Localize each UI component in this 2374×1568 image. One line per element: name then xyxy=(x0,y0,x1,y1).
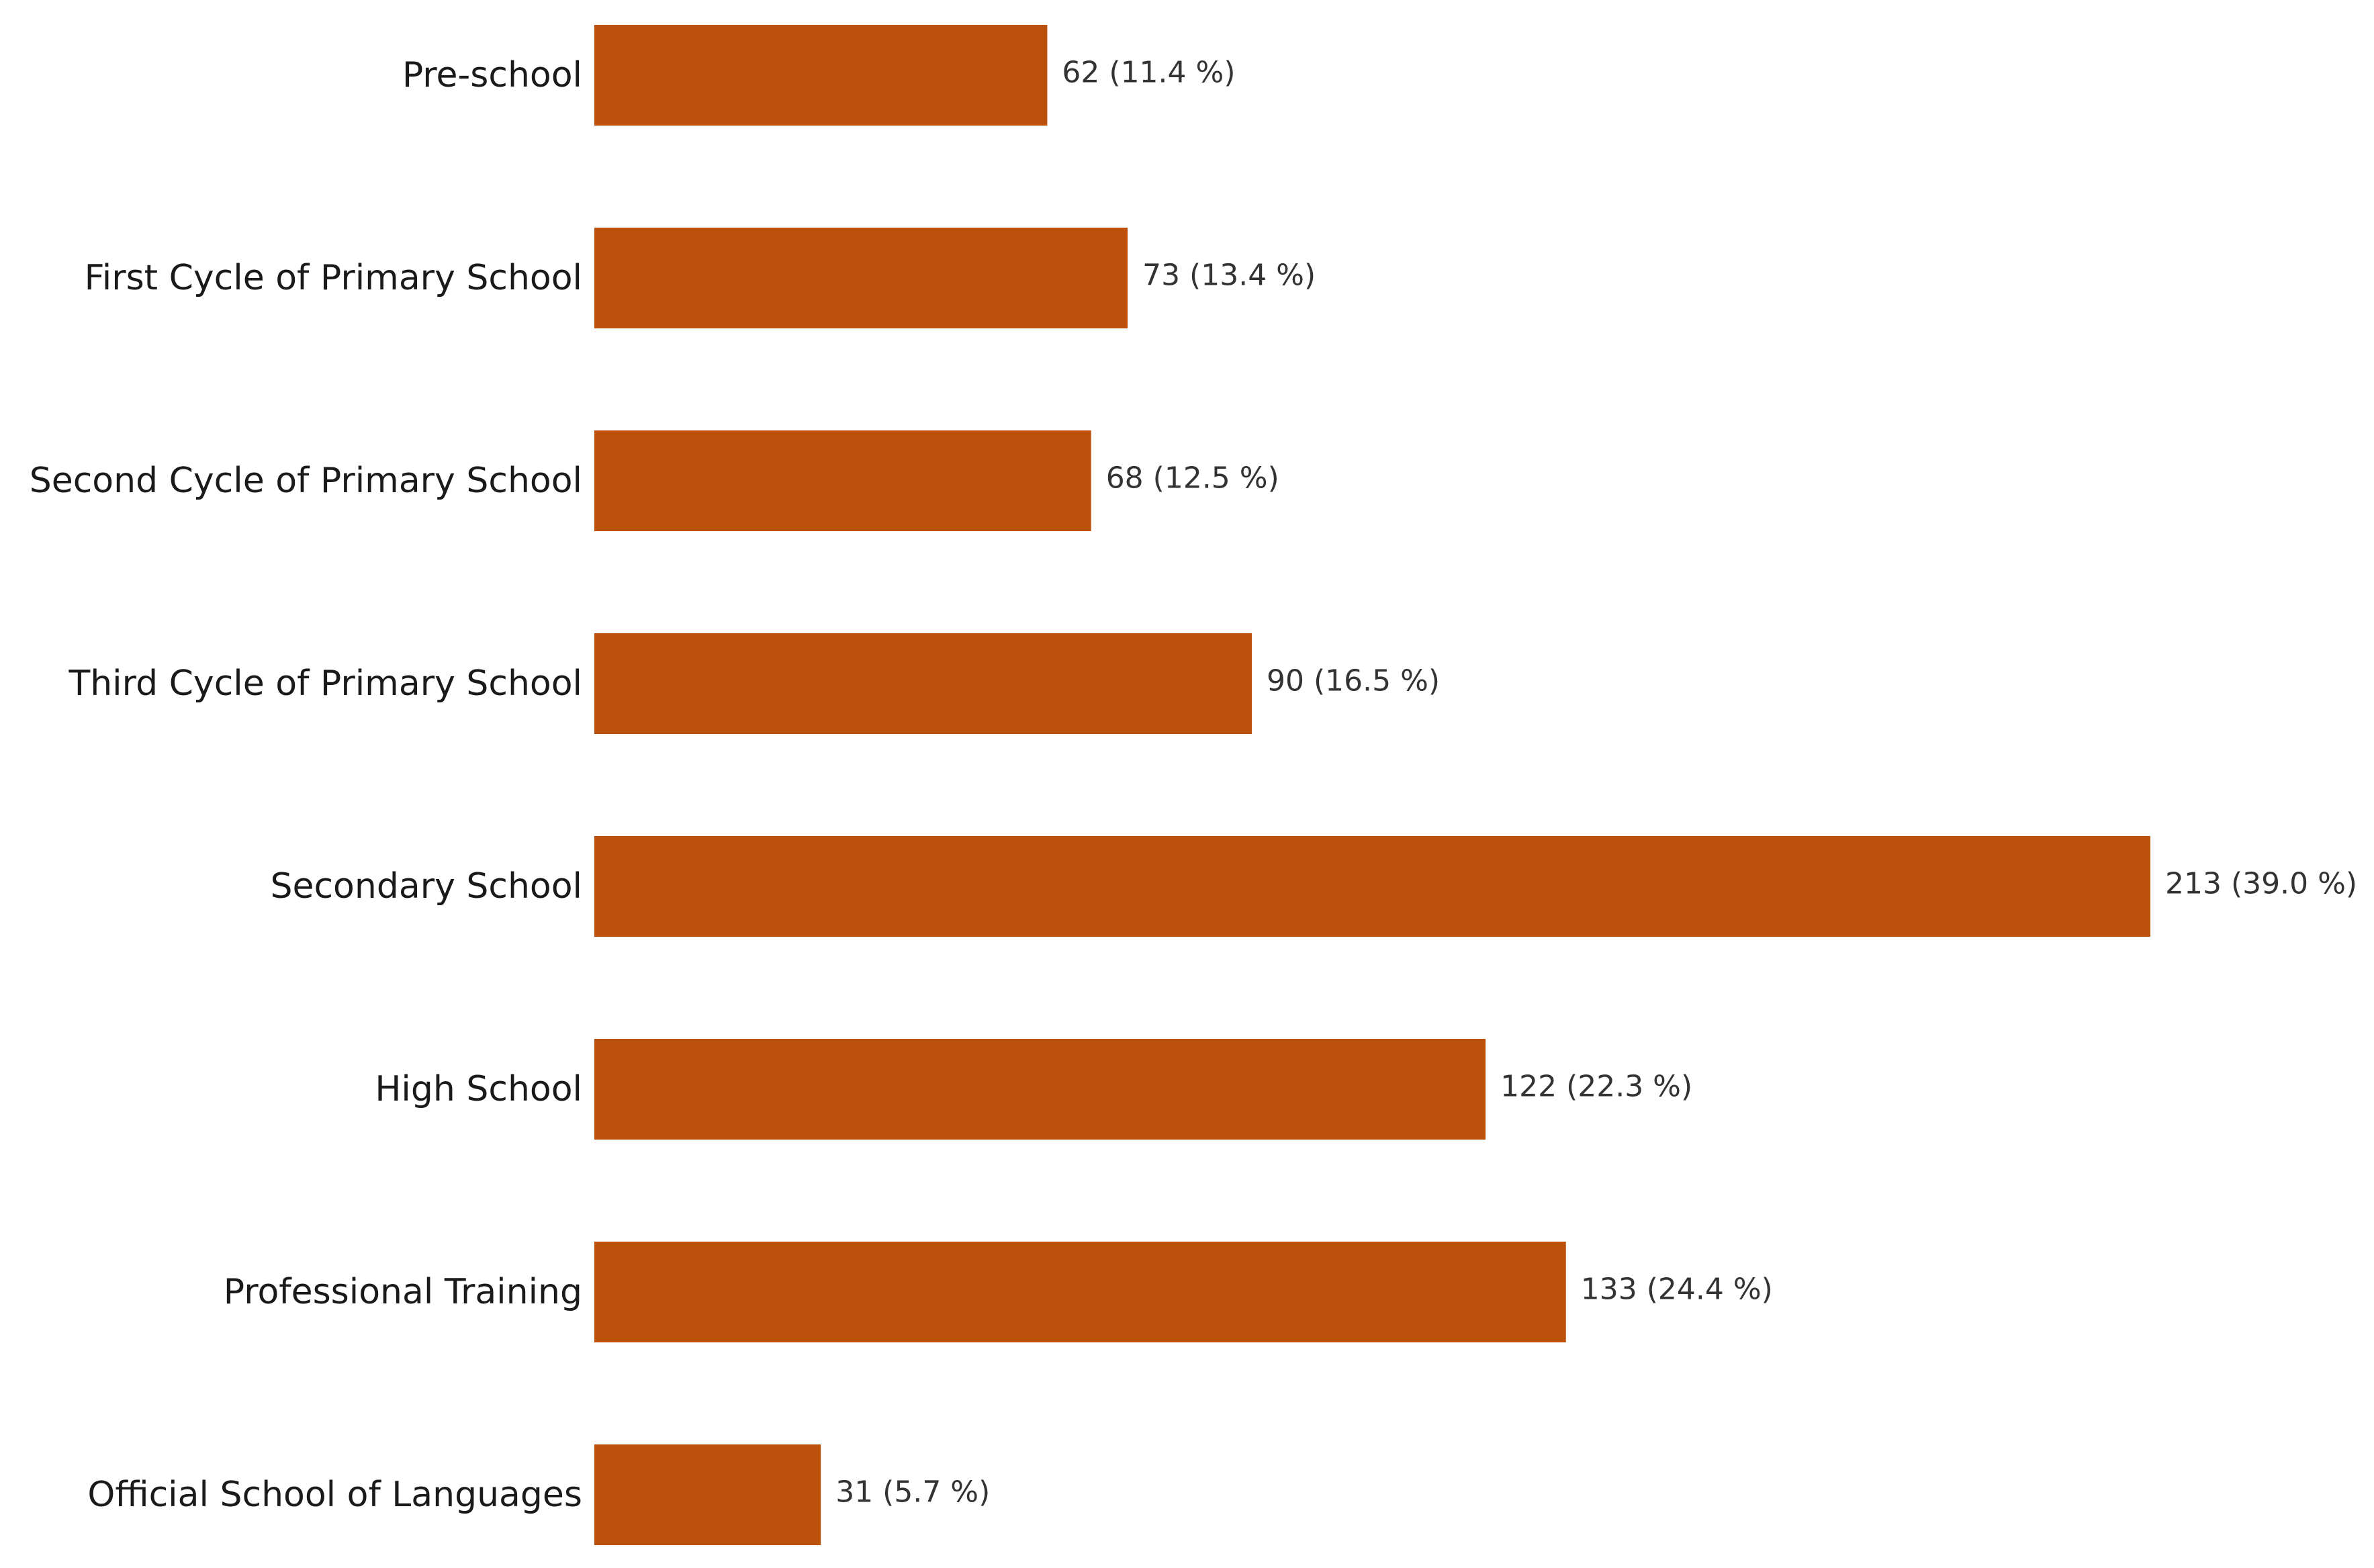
category-tick-label: First Cycle of Primary School xyxy=(85,258,582,298)
category-tick-label: Second Cycle of Primary School xyxy=(30,461,582,501)
bar-value-label: 31 (5.7 %) xyxy=(835,1475,990,1510)
bar xyxy=(594,430,1091,531)
category-tick-label: Secondary School xyxy=(270,866,582,907)
bar-value-label: 122 (22.3 %) xyxy=(1500,1070,1692,1104)
bar-value-label: 62 (11.4 %) xyxy=(1062,56,1235,90)
bar xyxy=(594,1039,1486,1140)
bar-value-label: 90 (16.5 %) xyxy=(1267,664,1440,698)
value-labels: 62 (11.4 %) 73 (13.4 %) 68 (12.5 %) 90 (16.… xyxy=(835,56,2357,1510)
category-labels: Pre-school First Cycle of Primary School S… xyxy=(30,55,582,1515)
bars-layer xyxy=(594,25,2150,1545)
category-tick-label: Official School of Languages xyxy=(87,1475,582,1515)
bar xyxy=(594,1444,821,1545)
bar-value-label: 213 (39.0 %) xyxy=(2165,867,2357,901)
category-tick-label: Third Cycle of Primary School xyxy=(68,663,582,704)
bar xyxy=(594,1242,1566,1342)
bar xyxy=(594,25,1048,126)
category-tick-label: Pre-school xyxy=(402,55,582,95)
bar xyxy=(594,633,1252,734)
bar xyxy=(594,228,1128,328)
bar-value-label: 68 (12.5 %) xyxy=(1106,461,1279,496)
bar-value-label: 133 (24.4 %) xyxy=(1581,1273,1773,1307)
category-tick-label: High School xyxy=(375,1069,582,1109)
category-tick-label: Professional Training xyxy=(224,1272,582,1312)
bar-value-label: 73 (13.4 %) xyxy=(1142,259,1316,293)
bar xyxy=(594,836,2150,937)
